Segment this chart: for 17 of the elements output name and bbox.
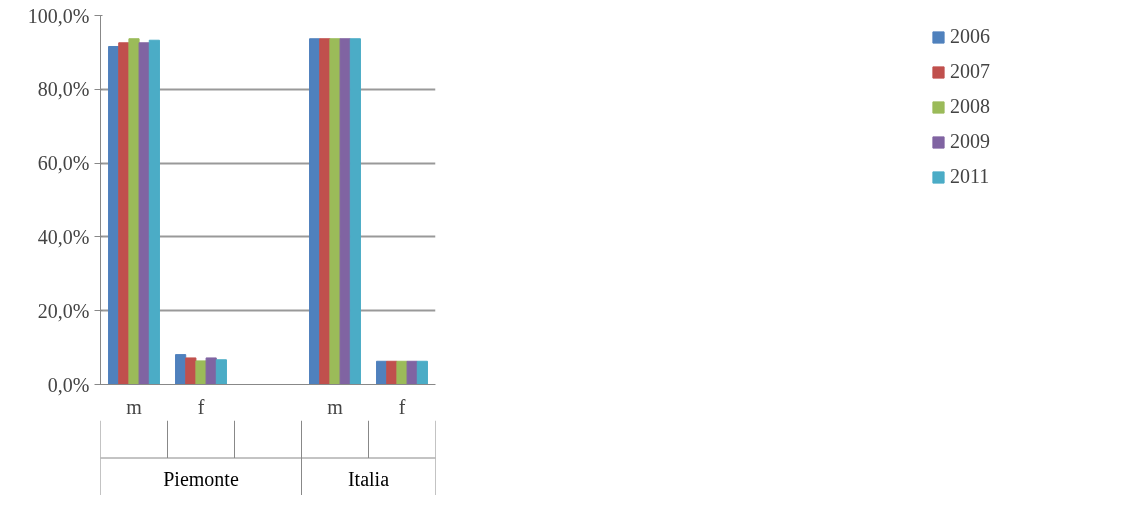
legend-label: 2007 xyxy=(950,60,990,83)
y-tick-label: 60,0% xyxy=(37,152,90,175)
x-tick-label: m xyxy=(327,395,344,418)
x-tick-label: m xyxy=(126,395,143,418)
text: Piemonte xyxy=(163,467,239,490)
legend-label: 2009 xyxy=(950,130,990,153)
legend-label: 2011 xyxy=(950,165,990,188)
y-tick-label: 40,0% xyxy=(37,225,90,248)
legend-label: 2008 xyxy=(950,95,990,118)
x-tick-label: f xyxy=(398,395,406,418)
y-tick-label: 20,0% xyxy=(37,299,90,322)
y-tick-label: 80,0% xyxy=(37,78,90,101)
y-tick-label: 100,0% xyxy=(27,4,90,27)
text: Italia xyxy=(347,467,390,490)
y-tick-label: 0,0% xyxy=(47,373,90,396)
legend-label: 2006 xyxy=(950,25,990,48)
x-tick-label: f xyxy=(197,395,205,418)
